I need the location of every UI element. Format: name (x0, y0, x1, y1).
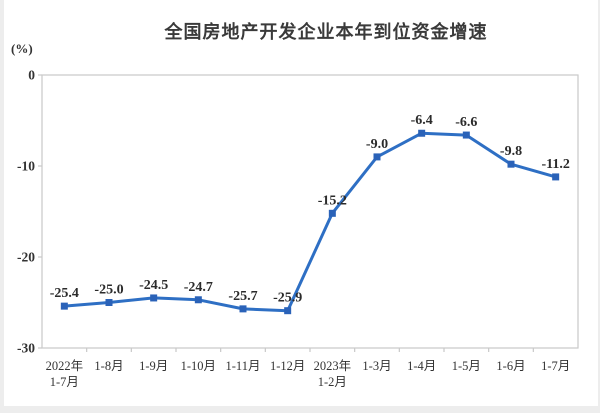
x-tick-label: 1-4月 (407, 359, 436, 373)
x-tick-label: 1-3月 (362, 359, 391, 373)
data-point-label: -24.7 (184, 280, 213, 295)
data-point-marker (284, 307, 292, 315)
x-tick-label: 1-10月 (181, 359, 216, 373)
x-tick-label: 1-9月 (139, 359, 168, 373)
data-point-marker (60, 302, 68, 310)
data-point-marker (418, 129, 426, 137)
data-point-label: -25.9 (273, 291, 302, 306)
trend-line (62, 131, 558, 313)
data-point-marker (239, 305, 247, 313)
plot-border (41, 74, 579, 349)
data-point-label: -25.0 (94, 283, 123, 298)
data-point-marker (507, 160, 515, 168)
y-tick-label: 0 (28, 68, 35, 83)
data-point-label: -6.4 (411, 113, 433, 128)
x-tick-label: 1-12月 (270, 359, 305, 373)
x-tick-label: 2022年 1-7月 (46, 359, 84, 389)
data-point-marker (105, 299, 113, 306)
x-tick-label: 2023年 1-2月 (314, 359, 352, 389)
y-tick-label: -10 (17, 159, 35, 174)
x-tick-label: 1-7月 (541, 359, 570, 373)
data-point-marker (328, 209, 336, 217)
data-point-label: -24.5 (139, 278, 168, 293)
y-tick-label: -30 (17, 341, 35, 356)
data-point-marker (462, 131, 470, 139)
x-tick-label: 1-6月 (496, 359, 525, 373)
chart-title: 全国房地产开发企业本年到位资金增速 (164, 22, 488, 42)
data-point-marker (150, 294, 158, 302)
data-point-label: -25.4 (50, 286, 79, 301)
data-point-label: -15.2 (318, 193, 347, 208)
x-tick-label: 1-11月 (226, 359, 261, 373)
chart-panel (4, 0, 598, 406)
x-tick-label: 1-5月 (452, 359, 481, 373)
data-point-label: -25.7 (228, 289, 257, 304)
data-point-label: -6.6 (455, 115, 477, 130)
x-tick-label: 1-8月 (94, 359, 123, 373)
y-axis-unit-label: (%) (11, 41, 33, 56)
data-point-label: -11.2 (541, 157, 569, 172)
data-point-marker (373, 153, 381, 161)
data-point-marker (552, 173, 560, 181)
data-point-label: -9.8 (500, 144, 522, 159)
data-point-marker (194, 296, 202, 304)
data-point-label: -9.0 (366, 137, 388, 152)
y-tick-label: -20 (17, 250, 35, 265)
